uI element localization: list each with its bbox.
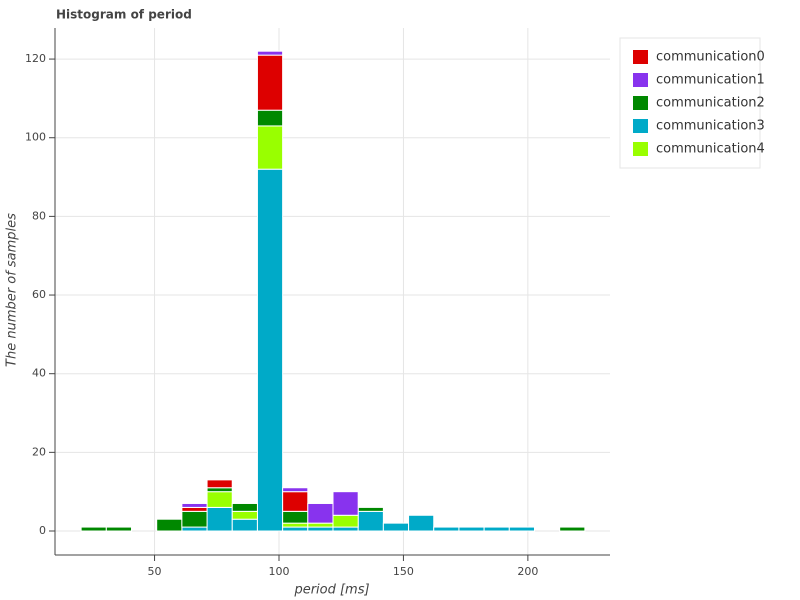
- bar-segment: [181, 502, 208, 508]
- bar-segment: [256, 54, 284, 111]
- chart-title: Histogram of period: [56, 8, 192, 22]
- x-tick-label: 200: [517, 565, 538, 578]
- bar-segment: [105, 526, 133, 532]
- bar-segment: [156, 518, 183, 532]
- bar-segment: [282, 510, 309, 524]
- bar-segment: [206, 487, 233, 493]
- x-tick-label: 50: [148, 565, 162, 578]
- bar-segment: [382, 522, 410, 532]
- legend-label: communication3: [656, 119, 765, 134]
- bar-segment: [80, 526, 107, 532]
- bar-segment: [256, 109, 284, 127]
- legend-swatch: [633, 142, 648, 156]
- bar-segment: [282, 522, 309, 528]
- y-tick-label: 60: [32, 288, 46, 301]
- bar-segment: [181, 526, 208, 532]
- bar-segment: [332, 491, 359, 516]
- legend-label: communication1: [656, 73, 765, 88]
- legend-label: communication4: [656, 142, 765, 157]
- bar-segment: [206, 491, 233, 508]
- bar-segment: [206, 479, 233, 489]
- bar-segment: [231, 510, 258, 520]
- bar-segment: [256, 50, 284, 56]
- bar-segment: [231, 518, 258, 532]
- bar-segment: [357, 510, 384, 532]
- bar-segment: [181, 510, 208, 528]
- legend-swatch: [633, 96, 648, 110]
- bar-segment: [282, 526, 309, 532]
- bar-segment: [357, 506, 384, 512]
- legend-swatch: [633, 50, 648, 64]
- legend-swatch: [633, 119, 648, 133]
- bar-segment: [206, 506, 233, 532]
- bar-segment: [307, 526, 334, 532]
- y-tick-label: 20: [32, 445, 46, 458]
- bar-segment: [307, 502, 334, 524]
- bar-segment: [332, 514, 359, 528]
- bar-segment: [307, 522, 334, 528]
- y-axis-label: The number of samples: [5, 213, 20, 367]
- x-tick-label: 150: [393, 565, 414, 578]
- bar-segment: [231, 502, 258, 512]
- bar-segment: [559, 526, 586, 532]
- legend-label: communication2: [656, 96, 765, 111]
- bar-segment: [181, 506, 208, 512]
- bar-segment: [256, 168, 284, 532]
- bar-segment: [433, 526, 460, 532]
- bar-segment: [508, 526, 535, 532]
- bar-segment: [458, 526, 485, 532]
- y-tick-label: 40: [32, 367, 46, 380]
- x-tick-label: 100: [268, 565, 289, 578]
- legend-swatch: [633, 73, 648, 87]
- bar-segment: [282, 491, 309, 512]
- bar-segment: [408, 514, 435, 532]
- bar-segment: [256, 125, 284, 170]
- y-tick-label: 0: [39, 524, 46, 537]
- bar-segment: [332, 526, 359, 532]
- legend-label: communication0: [656, 50, 765, 65]
- y-tick-label: 120: [25, 52, 46, 65]
- y-tick-label: 80: [32, 209, 46, 222]
- x-axis-label: period [ms]: [293, 583, 369, 598]
- bar-segment: [282, 487, 309, 493]
- bar-segment: [483, 526, 510, 532]
- y-tick-label: 100: [25, 131, 46, 144]
